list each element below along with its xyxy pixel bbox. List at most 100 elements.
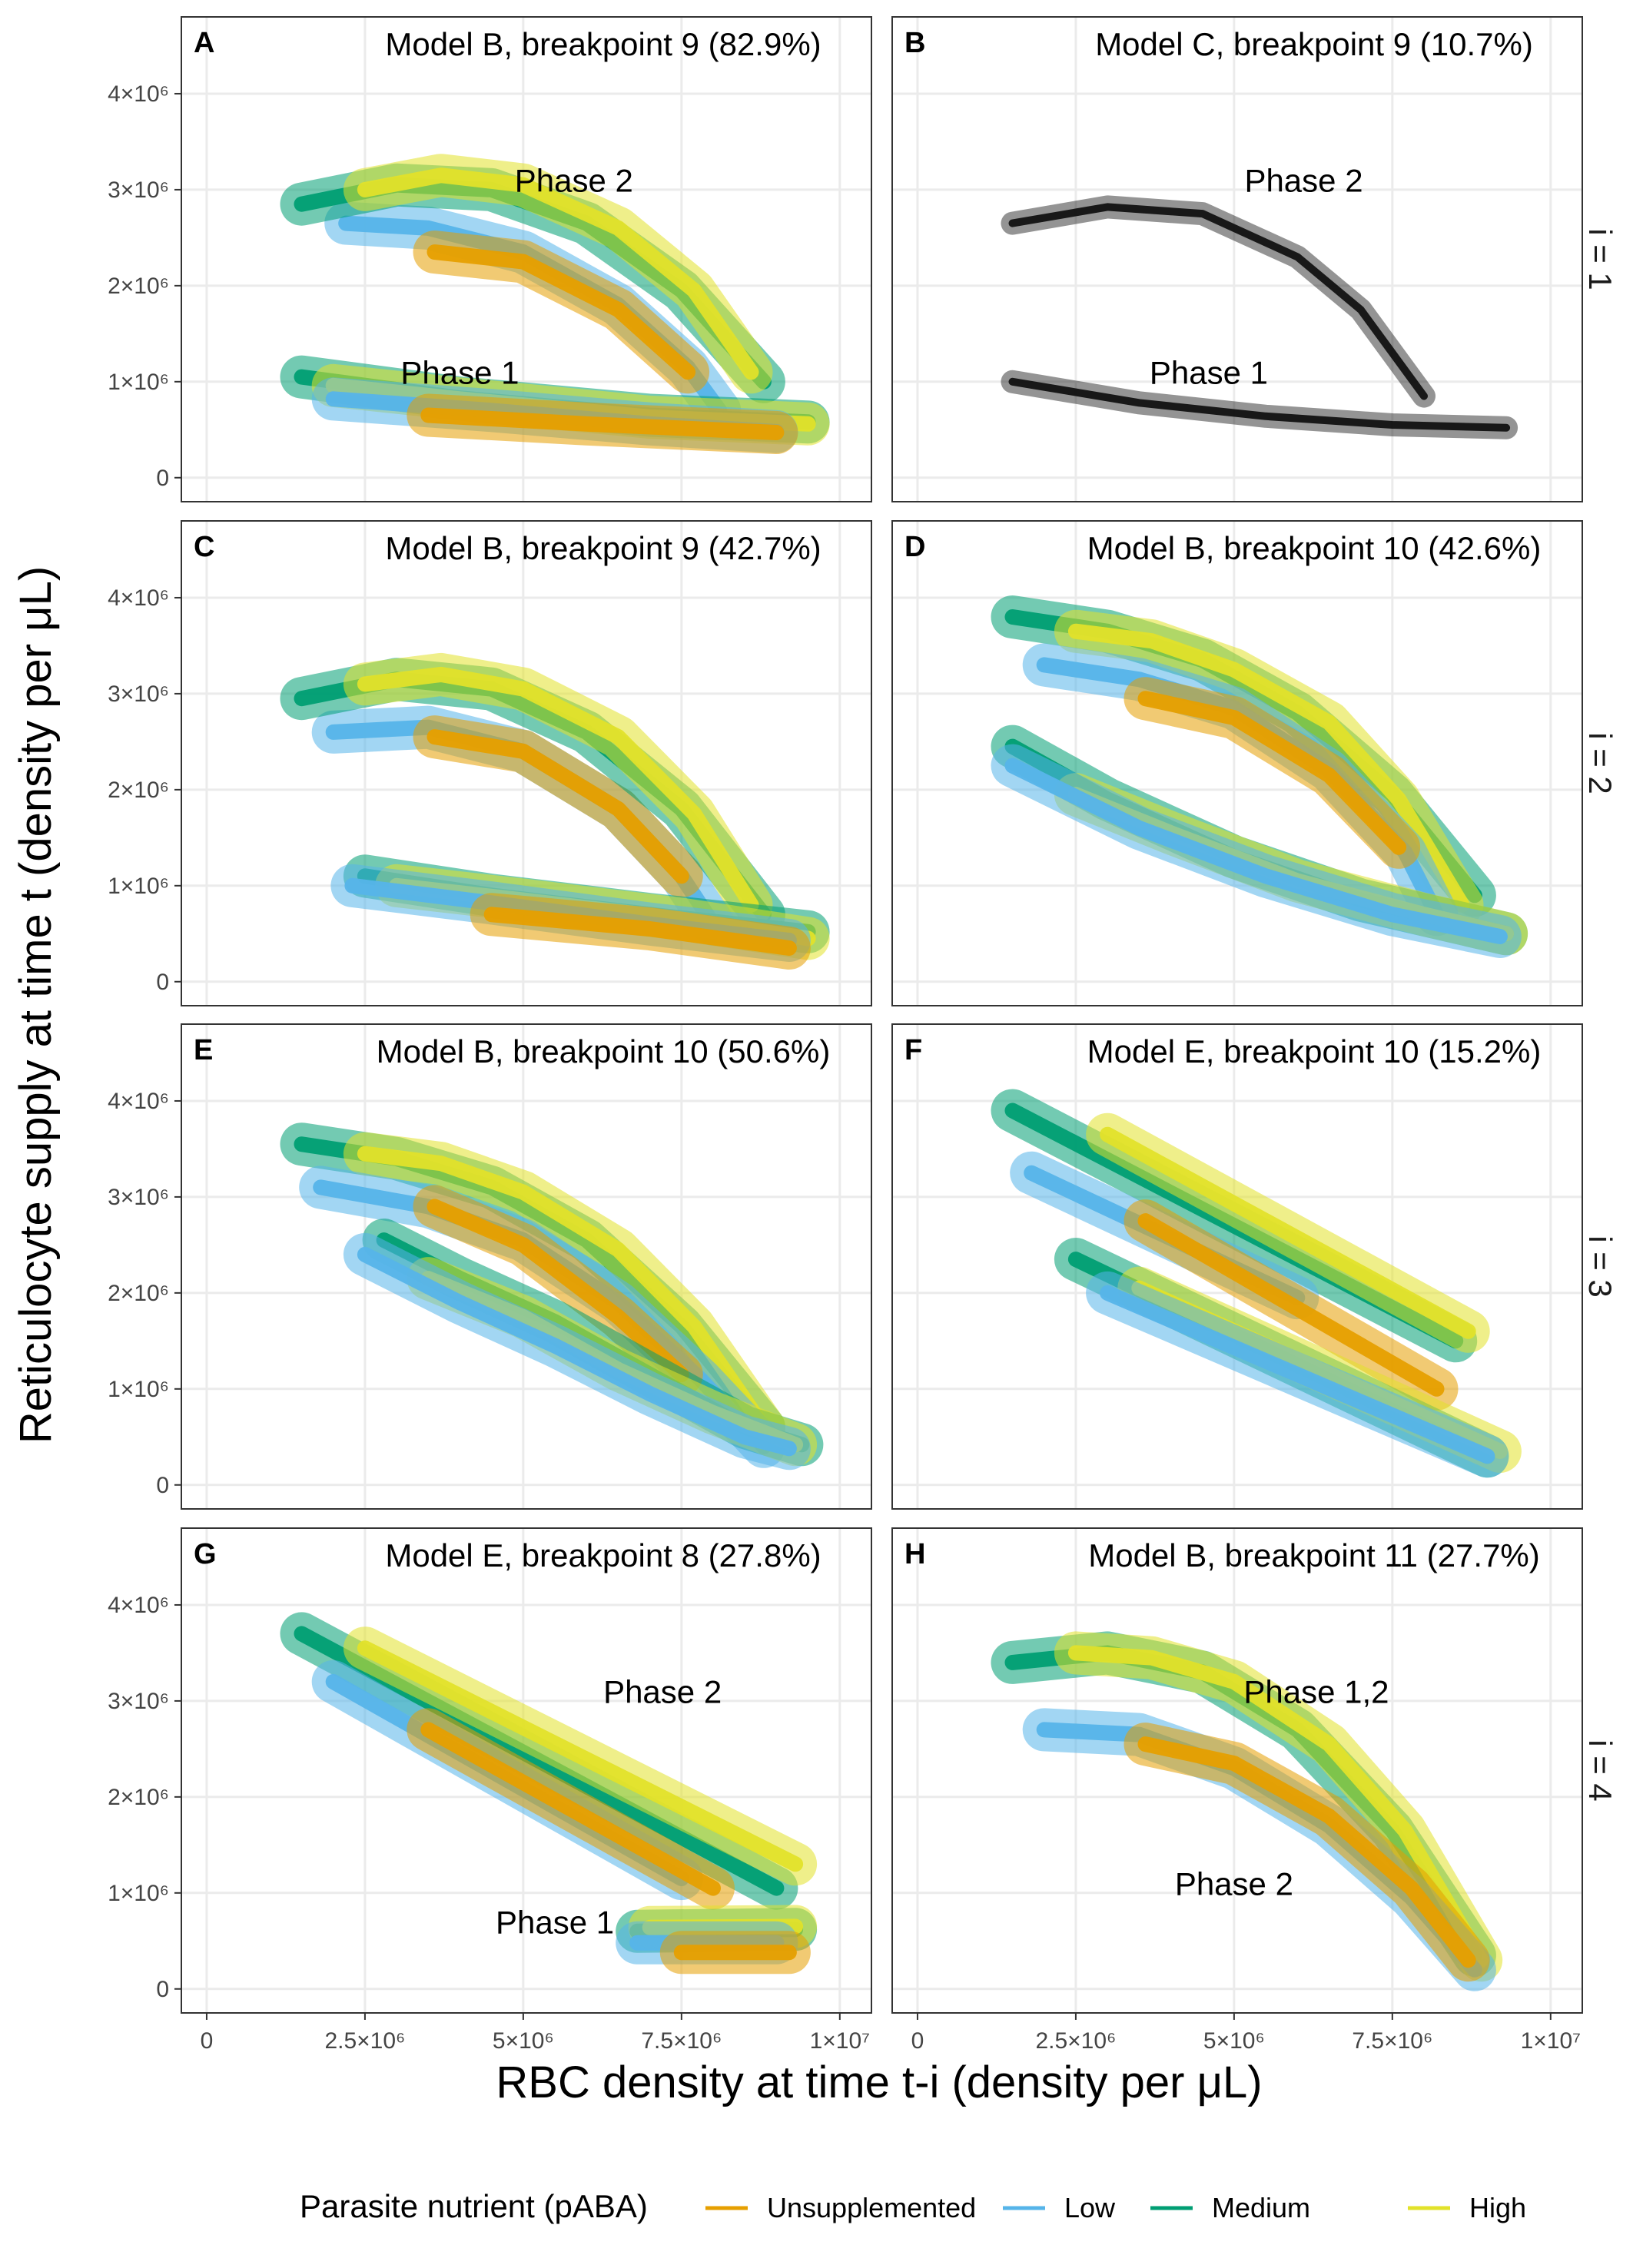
phase-annotation: Phase 1 <box>400 354 519 390</box>
panel-B: B Model C, breakpoint 9 (10.7%) Phase 2 Pha… <box>891 16 1583 502</box>
y-tick-label: 4×10⁶ <box>108 81 169 107</box>
row-strip-label: i = 4 <box>1582 1739 1618 1802</box>
panel-F: F Model E, breakpoint 10 (15.2%) <box>891 1023 1583 1510</box>
y-tick-label: 4×10⁶ <box>108 1089 169 1114</box>
x-tick-label: 7.5×10⁶ <box>1352 2028 1432 2054</box>
x-tick-label: 0 <box>201 2028 214 2054</box>
y-tick-label: 3×10⁶ <box>108 1185 169 1210</box>
series-line-high <box>1067 1645 1489 1968</box>
x-tick-label: 0 <box>911 2028 924 2054</box>
panel-tag: F <box>904 1034 922 1066</box>
legend-title: Parasite nutrient (pABA) <box>300 2188 648 2224</box>
series-line-low <box>1100 1285 1495 1464</box>
series-line-unsupplemented <box>1137 1213 1445 1397</box>
panel-A: A Model B, breakpoint 9 (82.9%) Phase 2 Pha… <box>108 16 872 502</box>
y-tick-label: 1×10⁶ <box>108 370 169 395</box>
x-tick-label: 1×10⁷ <box>810 2028 870 2054</box>
y-tick-label: 1×10⁶ <box>108 1377 169 1402</box>
series-line-high <box>357 167 759 380</box>
x-tick-label: 2.5×10⁶ <box>324 2028 405 2054</box>
panel-border <box>181 1527 872 2014</box>
panel-tag: C <box>194 531 214 563</box>
y-tick-label: 2×10⁶ <box>108 274 169 299</box>
panel-border <box>181 1023 872 1510</box>
panel-title: Model B, breakpoint 10 (42.6%) <box>1087 530 1542 566</box>
series-line-high <box>1067 623 1470 913</box>
y-tick-label: 3×10⁶ <box>108 177 169 203</box>
phase-annotation: Phase 1 <box>496 1904 614 1940</box>
series-line-low <box>357 1246 797 1457</box>
phase-annotation: Phase 2 <box>603 1673 722 1709</box>
panel-D: D Model B, breakpoint 10 (42.6%) <box>891 520 1583 1006</box>
series-line-high <box>1100 1126 1476 1339</box>
series-line-all <box>1008 377 1511 432</box>
legend-label: Low <box>1064 2192 1116 2223</box>
y-tick-label: 2×10⁶ <box>108 778 169 803</box>
series-line-unsupplemented <box>420 407 785 440</box>
panel-tag: A <box>194 27 214 59</box>
panel-border <box>181 16 872 502</box>
panel-title: Model B, breakpoint 9 (82.9%) <box>385 26 821 62</box>
y-tick-label: 1×10⁶ <box>108 874 169 899</box>
y-tick-label: 3×10⁶ <box>108 1689 169 1714</box>
row-strips: i = 1 i = 2 i = 3 i = 4 <box>1582 228 1618 1802</box>
panel-title: Model B, breakpoint 11 (27.7%) <box>1088 1537 1540 1573</box>
series-line-high <box>357 666 759 913</box>
legend: Parasite nutrient (pABA) Unsupplemented Lo… <box>300 2188 1526 2224</box>
y-tick-label: 4×10⁶ <box>108 585 169 611</box>
series-line-unsupplemented <box>427 1199 689 1383</box>
series-line-high <box>357 1640 804 1872</box>
series-line-unsupplemented <box>427 729 689 884</box>
legend-label: Unsupplemented <box>767 2192 976 2223</box>
panel-title: Model C, breakpoint 9 (10.7%) <box>1095 26 1533 62</box>
panel-title: Model E, breakpoint 10 (15.2%) <box>1087 1033 1542 1069</box>
panel-C: C Model B, breakpoint 9 (42.7%) 0 1×10⁶ 2×10… <box>108 520 872 1006</box>
x-tick-label: 2.5×10⁶ <box>1035 2028 1116 2054</box>
series-line-all <box>1008 203 1428 400</box>
y-tick-label: 0 <box>156 1977 169 2002</box>
x-tick-label: 7.5×10⁶ <box>641 2028 722 2054</box>
series-line-unsupplemented <box>420 1722 721 1896</box>
x-tick-label: 1×10⁷ <box>1521 2028 1581 2054</box>
phase-annotation: Phase 2 <box>515 162 633 198</box>
series-line-low <box>1004 758 1508 944</box>
row-strip-label: i = 3 <box>1582 1235 1618 1298</box>
panel-title: Model B, breakpoint 10 (50.6%) <box>377 1033 831 1069</box>
panel-H: H Model B, breakpoint 11 (27.7%) Phase 1,2… <box>891 1527 1583 2054</box>
phase-annotation: Phase 2 <box>1244 162 1362 198</box>
panel-border <box>891 1023 1583 1510</box>
panel-background <box>892 17 1582 502</box>
x-tick-label: 5×10⁶ <box>1203 2028 1265 2054</box>
x-tick-label: 5×10⁶ <box>493 2028 554 2054</box>
y-tick-label: 3×10⁶ <box>108 681 169 707</box>
panel-tag: B <box>904 27 925 59</box>
phase-annotation: Phase 1 <box>1150 354 1268 390</box>
legend-label: Medium <box>1212 2192 1310 2223</box>
row-strip-label: i = 1 <box>1582 228 1618 290</box>
panel-tag: E <box>194 1034 213 1066</box>
panel-title: Model B, breakpoint 9 (42.7%) <box>385 530 821 566</box>
panel-title: Model E, breakpoint 8 (27.8%) <box>385 1537 821 1573</box>
y-tick-label: 2×10⁶ <box>108 1785 169 1810</box>
row-strip-label: i = 2 <box>1582 732 1618 794</box>
panel-border <box>891 1527 1583 2014</box>
legend-label: High <box>1469 2192 1526 2223</box>
phase-annotation: Phase 1,2 <box>1243 1673 1389 1709</box>
y-tick-label: 4×10⁶ <box>108 1593 169 1618</box>
panel-tag: D <box>904 531 925 563</box>
series-line-unsupplemented <box>1137 691 1407 855</box>
y-tick-label: 2×10⁶ <box>108 1281 169 1306</box>
panel-G: G Model E, breakpoint 8 (27.8%) Phase 2 Pha… <box>108 1527 872 2054</box>
series-line-unsupplemented <box>483 907 797 956</box>
series-line-high <box>357 1146 772 1435</box>
y-tick-label: 0 <box>156 970 169 995</box>
panel-border <box>891 520 1583 1006</box>
x-axis-title: RBC density at time t-i (density per μL) <box>496 2057 1262 2107</box>
phase-annotation: Phase 2 <box>1175 1865 1293 1902</box>
y-axis-title: Reticulocyte supply at time t (density p… <box>11 566 61 1444</box>
panel-tag: G <box>194 1538 217 1570</box>
series-line-unsupplemented <box>1137 1736 1476 1968</box>
panel-border <box>891 16 1583 502</box>
series-line-unsupplemented <box>427 244 696 380</box>
